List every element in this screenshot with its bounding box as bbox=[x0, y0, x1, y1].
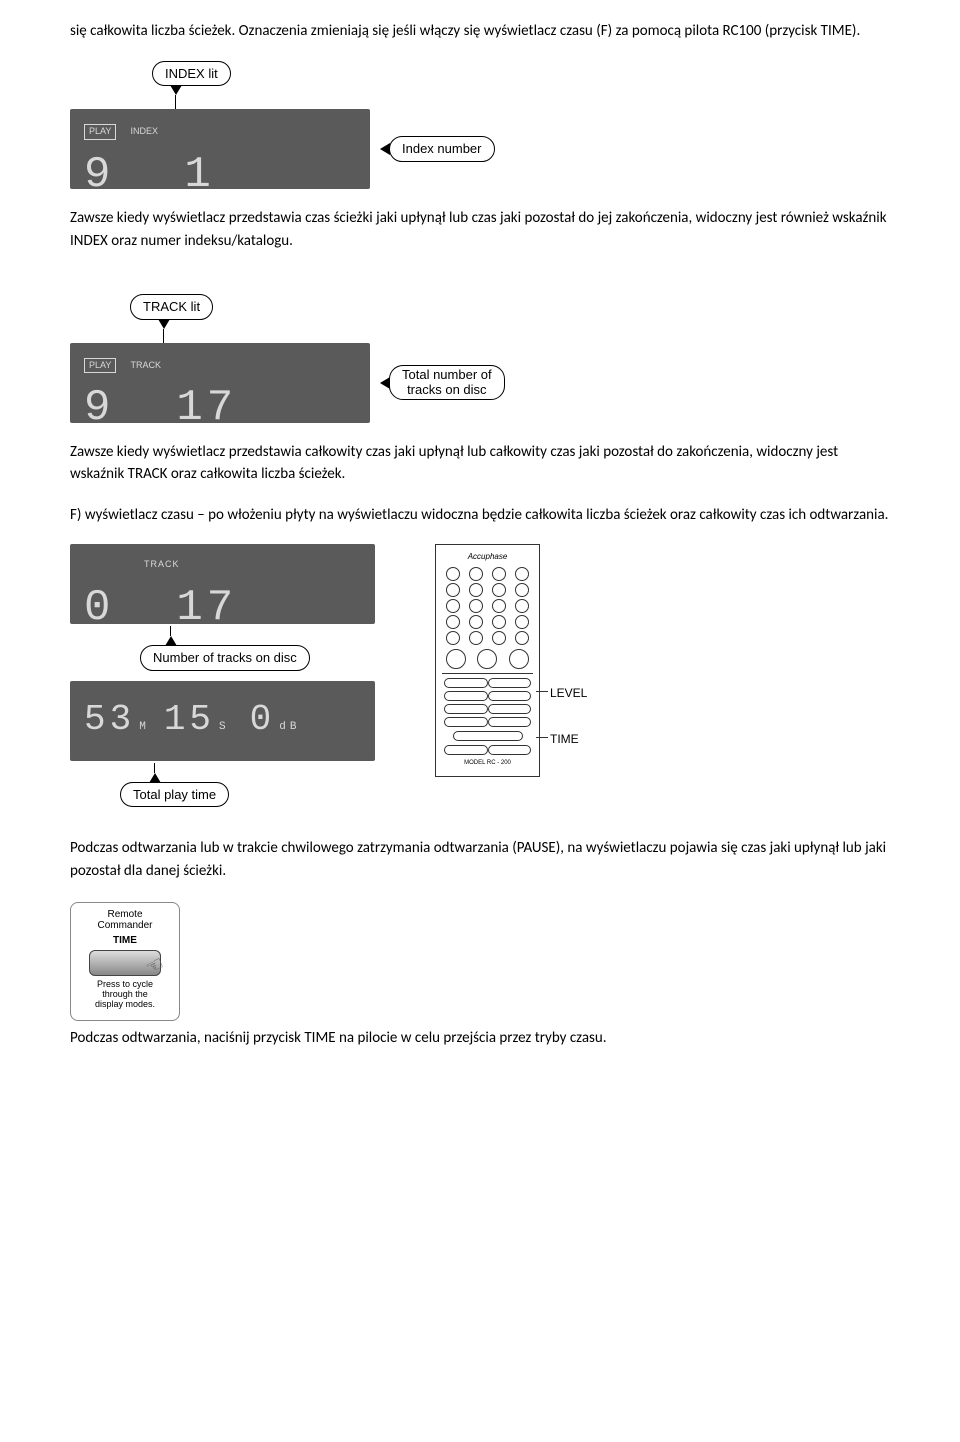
callout-total-play-time: Total play time bbox=[120, 782, 229, 808]
track-indicator: TRACK bbox=[131, 360, 162, 370]
time-button-label: TIME bbox=[79, 933, 171, 948]
paragraph: Podczas odtwarzania lub w trakcie chwilo… bbox=[70, 837, 890, 882]
digits-sec: 15 bbox=[164, 693, 215, 747]
lcd-display-2: PLAY TRACK 9 17 bbox=[70, 343, 370, 423]
figure-disc-info-and-remote: TRACK 0 17 Number of tracks on disc 53 M… bbox=[70, 544, 890, 807]
time-button[interactable]: ☜ bbox=[89, 950, 161, 976]
callout-num-tracks: Number of tracks on disc bbox=[140, 645, 310, 671]
callout-total-tracks: Total number of tracks on disc bbox=[380, 365, 505, 400]
digits-min: 53 bbox=[84, 693, 135, 747]
paragraph: Zawsze kiedy wyświetlacz przedstawia cza… bbox=[70, 207, 890, 252]
digits-db: 0 bbox=[250, 693, 276, 747]
digit-left: 0 bbox=[84, 575, 146, 641]
paragraph: F) wyświetlacz czasu – po włożeniu płyty… bbox=[70, 504, 890, 527]
digit-right: 17 bbox=[176, 383, 237, 433]
play-indicator: PLAY bbox=[84, 358, 116, 374]
figure-index-display: INDEX lit PLAY INDEX 9 1 Index number bbox=[70, 61, 890, 190]
callout-track-lit: TRACK lit bbox=[130, 294, 213, 320]
paragraph: Zawsze kiedy wyświetlacz przedstawia cał… bbox=[70, 441, 890, 486]
figure-time-button: Remote Commander TIME ☜ Press to cycle t… bbox=[70, 902, 180, 1021]
lcd-display-tracks: TRACK 0 17 bbox=[70, 544, 375, 624]
unit-db: dB bbox=[279, 719, 300, 736]
remote-control: Accuphase LEVEL TIME MODEL RC - 200 bbox=[435, 544, 540, 777]
callout-index-lit: INDEX lit bbox=[152, 61, 231, 87]
remote-brand: Accuphase bbox=[440, 551, 535, 563]
unit-s: S bbox=[219, 719, 230, 736]
digit-right: 17 bbox=[176, 583, 237, 633]
paragraph: Podczas odtwarzania, naciśnij przycisk T… bbox=[70, 1027, 890, 1050]
remote-label-level: LEVEL bbox=[550, 686, 587, 700]
lcd-display-time: 53 M 15 S 0 dB bbox=[70, 681, 375, 761]
callout-index-number: Index number bbox=[380, 136, 495, 162]
remote-model: MODEL RC - 200 bbox=[440, 759, 535, 768]
lcd-display-1: PLAY INDEX 9 1 bbox=[70, 109, 370, 189]
index-indicator: INDEX bbox=[131, 126, 159, 136]
figure-track-display: TRACK lit PLAY TRACK 9 17 Total number o… bbox=[70, 294, 890, 423]
remote-label-time: TIME bbox=[550, 732, 579, 746]
paragraph: się całkowita liczba ścieżek. Oznaczenia… bbox=[70, 20, 890, 43]
play-indicator: PLAY bbox=[84, 124, 116, 140]
digit-index: 1 bbox=[184, 150, 214, 200]
unit-m: M bbox=[139, 719, 150, 736]
digit-left: 9 bbox=[84, 375, 146, 441]
digit-track: 9 bbox=[84, 142, 154, 208]
track-indicator: TRACK bbox=[144, 559, 180, 569]
